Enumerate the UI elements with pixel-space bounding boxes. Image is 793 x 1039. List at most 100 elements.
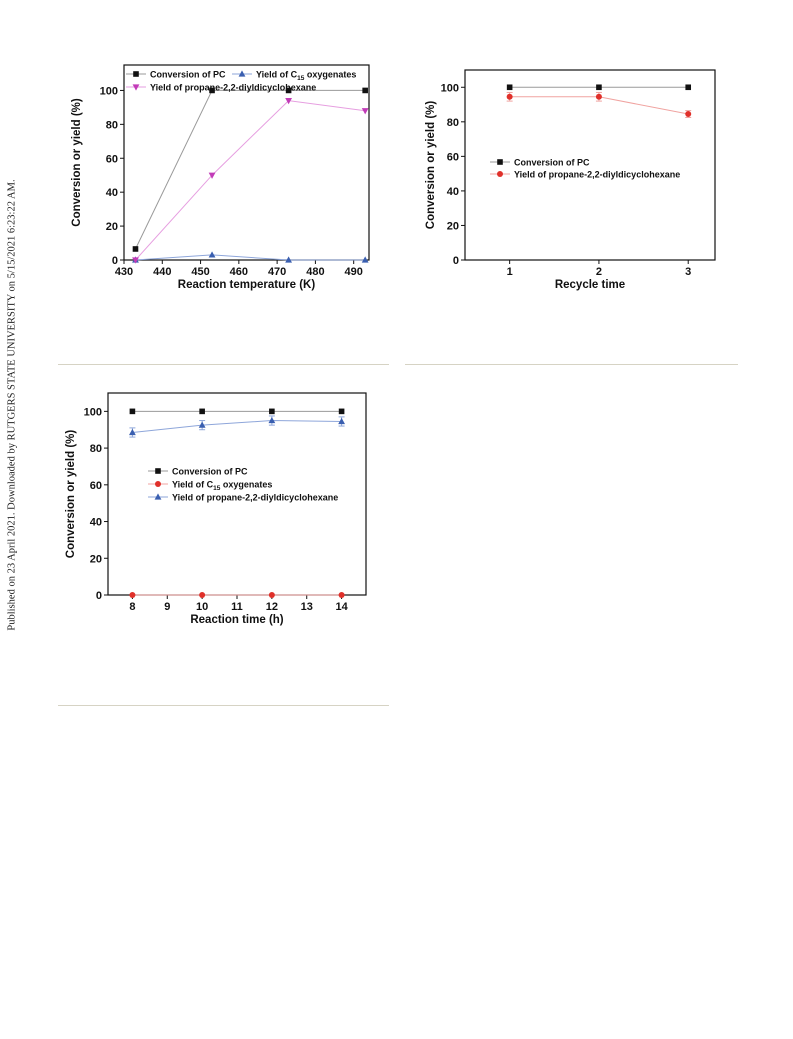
x-axis-label: Reaction time (h) (190, 614, 283, 626)
publication-note-text: Published on 23 April 2021. Downloaded b… (6, 179, 18, 631)
series-conversion-of-pc (506, 84, 692, 91)
legend-label: Yield of propane-2,2-diyldicyclohexane (514, 170, 680, 180)
series-conversion-of-pc (132, 87, 368, 252)
series-line (132, 420, 342, 433)
x-tick-label: 2 (596, 266, 602, 278)
series-yield-of-c15-oxygenates (132, 251, 369, 263)
x-tick-label: 470 (268, 266, 286, 278)
plot-frame (123, 64, 370, 261)
legend-label: Yield of propane-2,2-diyldicyclohexane (172, 493, 338, 503)
data-point (338, 417, 345, 425)
data-point (269, 408, 275, 415)
legend: Conversion of PC Yield of C15 oxygenatesY… (148, 467, 338, 503)
x-tick-label: 450 (191, 266, 209, 278)
data-point (685, 111, 692, 118)
x-tick-label: 460 (230, 266, 248, 278)
sidebar-publication-note: Published on 23 April 2021. Downloaded b… (0, 0, 24, 1039)
data-point (199, 408, 205, 415)
x-tick-label: 480 (306, 266, 324, 278)
legend-marker (132, 84, 140, 91)
data-point (132, 246, 139, 252)
x-tick-label: 13 (301, 601, 313, 613)
legend-label: Conversion of PC (150, 70, 226, 80)
series-yield-of-propane-2-2-diyldicyclohexane (132, 98, 369, 264)
x-tick-label: 1 (507, 266, 513, 278)
data-point (285, 256, 293, 263)
data-point (285, 87, 292, 94)
y-axis-label: Conversion or yield (%) (71, 98, 83, 227)
legend: Conversion of PC Yield of propane-2,2-diy… (490, 158, 680, 180)
series-yield-of-c15-oxygenates (129, 592, 345, 598)
data-point (198, 421, 206, 428)
data-point (199, 592, 206, 598)
chart-reaction-time: 0 20 40 60 80 100 8 9 10 11 12 13 14 Reaction time (h… (65, 392, 367, 626)
data-point (208, 251, 216, 258)
legend-marker (154, 493, 162, 500)
legend-label: Yield of C15 oxygenates (256, 70, 356, 83)
divider-rule-3 (58, 705, 389, 706)
legend-marker (238, 70, 246, 77)
data-point (129, 408, 136, 415)
legend: Conversion of PC Yield of C15 oxygenatesY… (126, 70, 356, 93)
y-tick-label: 60 (90, 480, 102, 492)
legend-label: Yield of C15 oxygenates (172, 480, 272, 493)
data-point (595, 93, 602, 100)
x-tick-label: 3 (685, 266, 691, 278)
data-point (506, 93, 513, 100)
x-axis-label: Reaction temperature (K) (178, 279, 316, 291)
series-line (135, 254, 366, 261)
data-point (596, 84, 602, 91)
y-axis-label: Conversion or yield (%) (65, 430, 77, 559)
legend-label: Yield of propane-2,2-diyldicyclohexane (150, 83, 316, 93)
legend-marker (155, 481, 161, 487)
x-tick-label: 11 (231, 601, 243, 613)
y-axis-label: Conversion or yield (%) (425, 101, 437, 230)
chart-recycle: 0 20 40 60 80 100 1 2 3 Recycle time Conversion or… (425, 69, 716, 291)
y-tick-label: 0 (96, 590, 102, 602)
y-tick-label: 80 (106, 119, 118, 131)
x-tick-label: 10 (196, 601, 208, 613)
data-point (362, 87, 368, 94)
data-point (685, 84, 692, 91)
data-point (361, 256, 369, 263)
x-tick-label: 12 (266, 601, 278, 613)
legend-marker (497, 171, 503, 177)
series-line (135, 89, 366, 250)
y-tick-label: 100 (84, 406, 102, 418)
series-conversion-of-pc (129, 408, 345, 415)
legend-marker (155, 468, 161, 474)
legend-label: Conversion of PC (514, 158, 590, 168)
y-tick-label: 40 (106, 187, 118, 199)
legend-marker (133, 71, 139, 77)
data-point (361, 108, 369, 115)
y-tick-label: 80 (90, 443, 102, 455)
y-tick-label: 60 (447, 151, 459, 163)
y-tick-label: 0 (453, 255, 459, 267)
data-point (268, 416, 276, 424)
divider-rule-2 (405, 364, 738, 365)
y-tick-label: 80 (447, 117, 459, 129)
y-tick-label: 60 (106, 153, 118, 165)
data-point (338, 408, 345, 415)
data-point (209, 87, 215, 94)
y-tick-label: 20 (90, 553, 102, 565)
y-tick-label: 40 (90, 517, 102, 529)
x-tick-label: 8 (129, 601, 135, 613)
divider-rule-1 (58, 364, 389, 365)
x-tick-label: 14 (335, 601, 348, 613)
x-tick-label: 490 (345, 266, 363, 278)
legend-label: Conversion of PC (172, 467, 248, 477)
chart-temperature: 0 20 40 60 80 100 430 440 450 460 470 480 490 Reactio… (71, 64, 370, 291)
x-tick-label: 440 (153, 266, 171, 278)
x-tick-label: 430 (115, 266, 133, 278)
series-line (135, 100, 366, 261)
y-tick-label: 0 (112, 255, 118, 267)
y-tick-label: 20 (106, 221, 118, 233)
data-point (208, 172, 216, 179)
x-axis-label: Recycle time (555, 279, 625, 291)
data-point (338, 592, 345, 598)
y-tick-label: 100 (100, 85, 118, 97)
y-tick-label: 20 (447, 220, 459, 232)
data-point (132, 257, 139, 264)
data-point (268, 592, 275, 598)
